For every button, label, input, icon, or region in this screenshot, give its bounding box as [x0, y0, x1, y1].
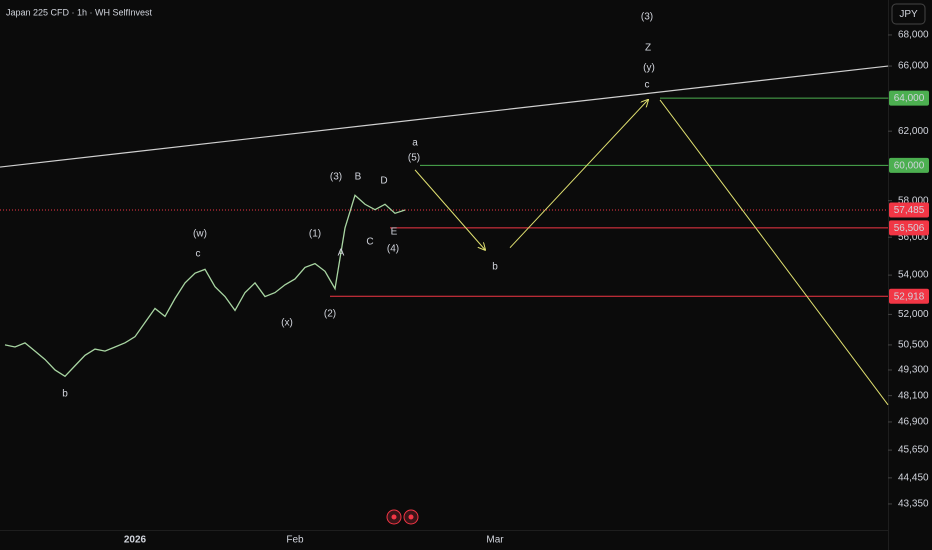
price-line [4, 194, 406, 378]
currency-button[interactable] [891, 3, 926, 25]
price-tag-label: 57,485 [894, 205, 925, 216]
chart-title: Japan 225 CFD · 1h · WH SelfInvest [6, 7, 153, 17]
wave-label: B [355, 172, 362, 183]
wave-label: (4) [387, 244, 399, 255]
price-tag [889, 288, 929, 304]
y-tick-label: 43,350 [898, 499, 929, 510]
wave-label: (y) [643, 63, 655, 74]
wave-label: A [338, 248, 345, 259]
event-icon-dot [391, 514, 397, 520]
wave-label: c [645, 80, 650, 91]
y-tick-label: 46,900 [898, 417, 929, 428]
wave-label: (5) [408, 153, 420, 164]
price-tag [889, 202, 929, 218]
wave-label: (3) [641, 12, 653, 23]
wave-label: Z [645, 43, 651, 54]
wave-label: a [412, 138, 418, 149]
wave-label: (3) [330, 172, 342, 183]
wave-label: E [391, 227, 398, 238]
wave-label: (x) [281, 318, 293, 329]
x-tick-label: Mar [486, 535, 504, 546]
wave-label: c [196, 249, 201, 260]
y-tick-label: 56,000 [898, 232, 929, 243]
price-tag-label: 64,000 [894, 93, 925, 104]
wave-label: C [366, 237, 373, 248]
y-tick-label: 54,000 [898, 270, 929, 281]
x-tick-label: 2026 [124, 535, 147, 546]
price-tag-label: 56,506 [894, 223, 925, 234]
trend-line [0, 65, 889, 168]
y-tick-label: 62,000 [898, 126, 929, 137]
price-tag-label: 52,918 [894, 291, 925, 302]
projection-line [414, 169, 485, 250]
wave-label: (w) [193, 229, 207, 240]
price-tag [889, 220, 929, 236]
x-tick-label: Feb [286, 535, 304, 546]
price-tag [889, 90, 929, 106]
y-tick-label: 52,000 [898, 309, 929, 320]
event-icon-dot [408, 514, 414, 520]
y-tick-label: 44,450 [898, 472, 929, 483]
wave-label: (1) [309, 229, 321, 240]
projection-line [509, 100, 648, 249]
price-tag [889, 157, 929, 173]
wave-label: b [492, 262, 498, 273]
y-tick-label: 58,000 [898, 195, 929, 206]
price-tag-label: 60,000 [894, 160, 925, 171]
y-tick-label: 48,100 [898, 390, 929, 401]
y-tick-label: 45,650 [898, 445, 929, 456]
y-tick-label: 68,000 [898, 30, 929, 41]
wave-label: b [62, 389, 68, 400]
y-tick-label: 50,500 [898, 340, 929, 351]
y-tick-label: 49,300 [898, 365, 929, 376]
currency-label: JPY [899, 9, 918, 20]
y-tick-label: 66,000 [898, 61, 929, 72]
projection-line [659, 99, 889, 406]
wave-label: (2) [324, 309, 336, 320]
wave-label: D [380, 176, 387, 187]
